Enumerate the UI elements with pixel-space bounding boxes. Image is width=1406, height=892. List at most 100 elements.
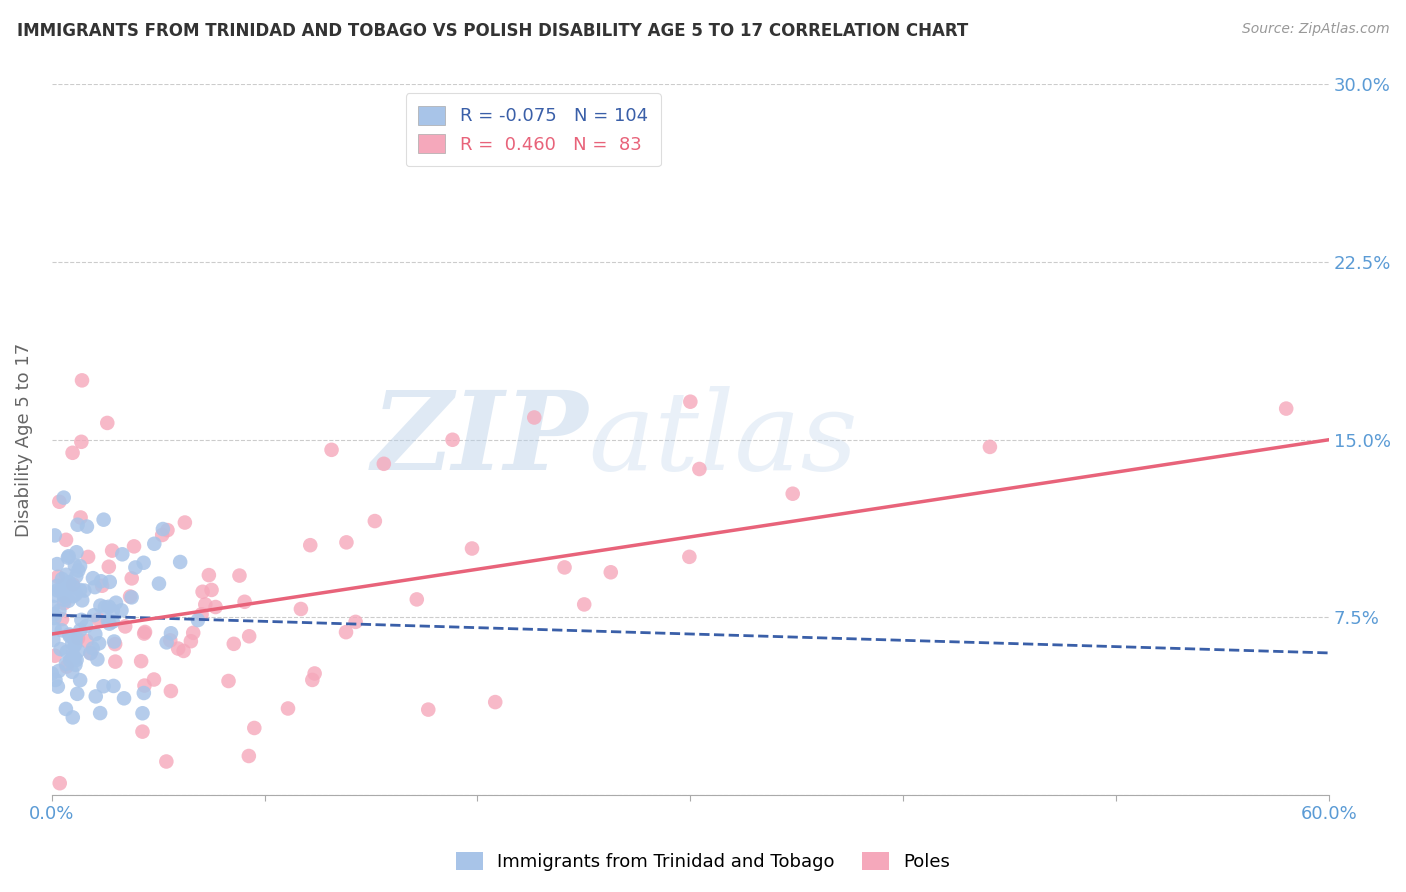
Point [979, 440, 1001, 454]
Point [152, 522, 174, 536]
Point [97, 559, 120, 574]
Point [87, 636, 110, 650]
Point [150, 528, 173, 542]
Point [46, 570, 69, 584]
Point [69, 510, 91, 524]
Point [335, 535, 357, 549]
Point [75, 619, 97, 633]
Point [129, 654, 152, 668]
Point [53, 588, 76, 602]
Point [65, 569, 87, 583]
Point [114, 619, 136, 633]
Point [76, 634, 98, 648]
Point [62, 589, 84, 603]
Y-axis label: Disability Age 5 to 17: Disability Age 5 to 17 [15, 343, 32, 537]
Point [1275, 401, 1298, 416]
Point [418, 703, 440, 717]
Point [42, 607, 65, 622]
Point [344, 615, 367, 629]
Point [204, 600, 226, 615]
Text: atlas: atlas [588, 386, 858, 493]
Point [148, 576, 170, 591]
Point [277, 701, 299, 715]
Point [48, 494, 70, 508]
Point [44, 528, 66, 542]
Point [441, 433, 464, 447]
Point [238, 629, 260, 643]
Point [55, 702, 77, 716]
Point [62, 710, 84, 724]
Point [124, 560, 146, 574]
Point [90, 574, 112, 589]
Point [112, 691, 135, 706]
Point [63, 558, 86, 573]
Point [55, 657, 77, 671]
Point [89, 599, 111, 613]
Point [290, 602, 312, 616]
Point [167, 641, 190, 656]
Point [65, 653, 87, 667]
Point [169, 555, 191, 569]
Point [187, 613, 209, 627]
Point [110, 603, 132, 617]
Point [46, 579, 69, 593]
Point [97, 599, 120, 614]
Point [70, 434, 93, 449]
Point [52, 596, 75, 610]
Point [63, 639, 86, 653]
Point [574, 598, 596, 612]
Point [101, 615, 124, 629]
Point [65, 587, 87, 601]
Point [111, 547, 134, 561]
Point [41, 666, 63, 681]
Point [104, 655, 127, 669]
Point [321, 442, 343, 457]
Point [181, 625, 204, 640]
Point [67, 564, 90, 578]
Legend: Immigrants from Trinidad and Tobago, Poles: Immigrants from Trinidad and Tobago, Pol… [449, 845, 957, 879]
Point [143, 537, 166, 551]
Point [60, 665, 83, 679]
Point [688, 462, 710, 476]
Point [66, 517, 89, 532]
Point [65, 631, 87, 645]
Point [41, 599, 63, 614]
Point [70, 613, 93, 627]
Point [238, 749, 260, 764]
Point [66, 687, 89, 701]
Point [51, 624, 73, 638]
Point [218, 673, 240, 688]
Point [44, 622, 66, 636]
Point [69, 559, 91, 574]
Point [132, 686, 155, 700]
Point [103, 679, 125, 693]
Point [65, 636, 87, 650]
Point [101, 604, 124, 618]
Point [53, 592, 76, 607]
Point [156, 523, 179, 537]
Point [51, 572, 73, 586]
Point [49, 582, 72, 597]
Point [44, 589, 66, 603]
Point [44, 648, 66, 663]
Point [58, 593, 80, 607]
Point [233, 595, 256, 609]
Point [134, 679, 156, 693]
Point [121, 591, 143, 605]
Point [58, 629, 80, 643]
Point [89, 706, 111, 720]
Point [83, 580, 105, 594]
Point [91, 579, 114, 593]
Point [103, 634, 125, 648]
Point [55, 533, 77, 547]
Point [782, 486, 804, 500]
Point [59, 654, 82, 668]
Text: IMMIGRANTS FROM TRINIDAD AND TOBAGO VS POLISH DISABILITY AGE 5 TO 17 CORRELATION: IMMIGRANTS FROM TRINIDAD AND TOBAGO VS P… [17, 22, 969, 40]
Point [79, 646, 101, 660]
Point [44, 673, 66, 687]
Point [173, 644, 195, 658]
Point [55, 567, 77, 582]
Point [76, 519, 98, 533]
Point [73, 583, 96, 598]
Point [63, 651, 86, 665]
